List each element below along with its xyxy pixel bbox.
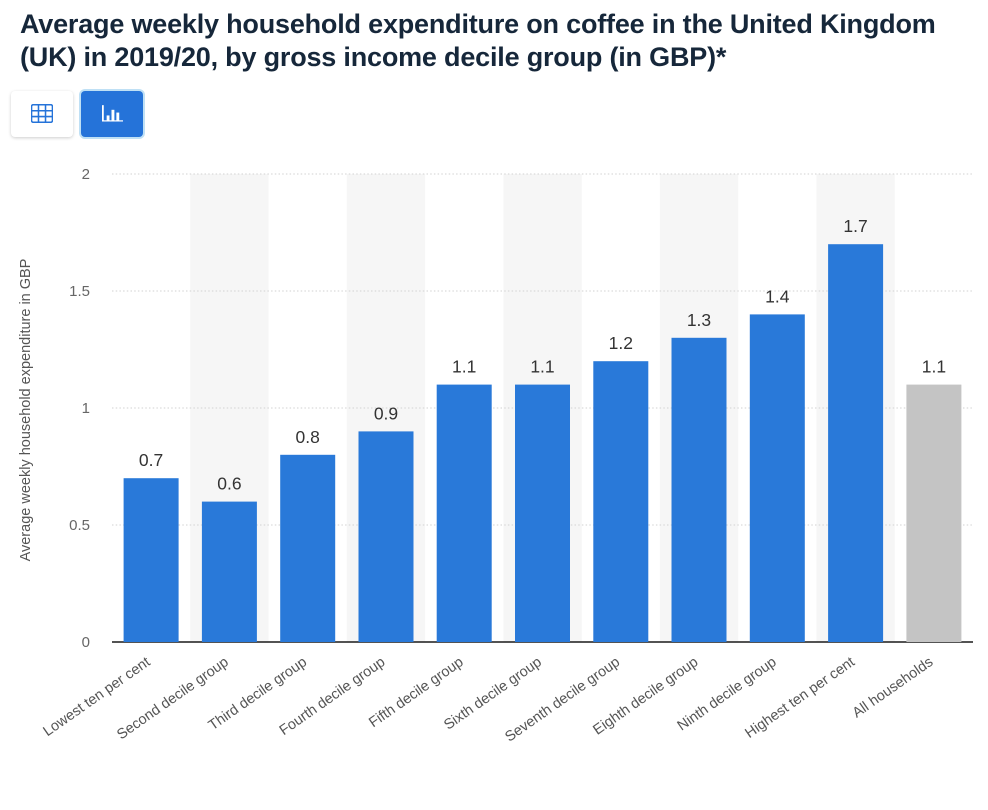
svg-text:All households: All households <box>850 654 936 721</box>
svg-text:1.2: 1.2 <box>609 333 633 353</box>
svg-text:0.8: 0.8 <box>296 427 320 447</box>
svg-text:1.1: 1.1 <box>452 357 476 377</box>
svg-text:1.7: 1.7 <box>843 216 867 236</box>
svg-text:1: 1 <box>82 400 90 417</box>
svg-text:0.7: 0.7 <box>139 450 163 470</box>
svg-text:2: 2 <box>82 166 90 183</box>
svg-text:0.5: 0.5 <box>69 517 90 534</box>
svg-text:0.9: 0.9 <box>374 403 398 423</box>
svg-text:0.6: 0.6 <box>217 474 241 494</box>
svg-text:0: 0 <box>82 634 90 651</box>
svg-text:1.4: 1.4 <box>765 286 790 306</box>
svg-text:1.3: 1.3 <box>687 310 711 330</box>
svg-text:1.1: 1.1 <box>922 357 946 377</box>
svg-text:1.5: 1.5 <box>69 283 90 300</box>
svg-text:1.1: 1.1 <box>530 357 554 377</box>
